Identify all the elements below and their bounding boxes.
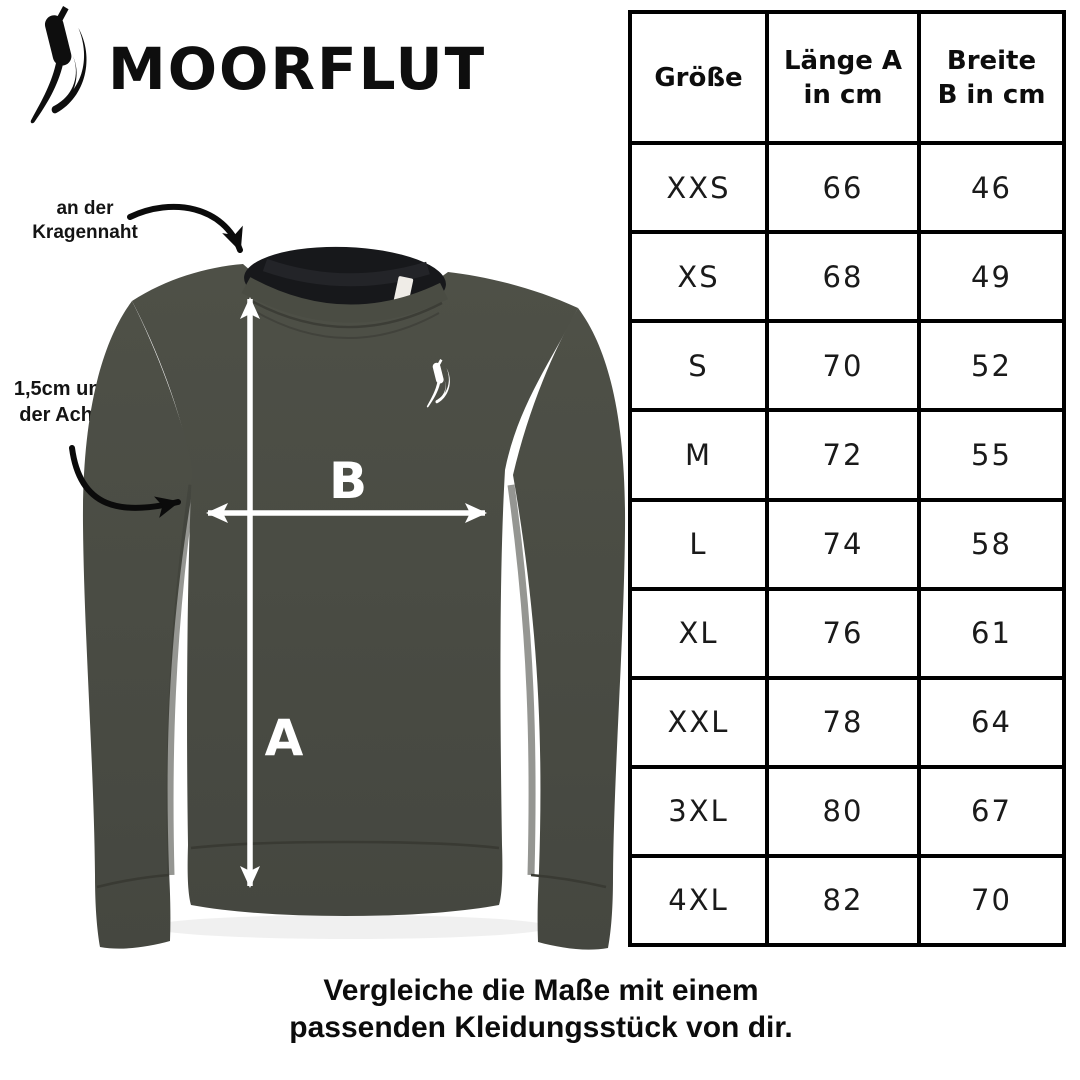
size-cell: 3XL: [628, 764, 769, 858]
length-cell: 80: [765, 764, 921, 858]
header-line: Länge A: [783, 45, 903, 76]
annotation-line: Kragennaht: [32, 222, 138, 244]
column-header-size: Größe: [628, 9, 769, 146]
chest-cattail-icon: [426, 359, 450, 408]
left-cuff-seam: [96, 873, 170, 889]
right-cuff-seam: [530, 873, 607, 889]
size-cell: L: [628, 497, 769, 591]
table-row: XXL 78 64: [628, 675, 1066, 769]
size-table: Größe Länge A in cm Breite B in cm XXS 6…: [628, 9, 1066, 948]
size-cell: XL: [628, 586, 769, 680]
length-cell: 78: [765, 675, 921, 769]
size-cell: M: [628, 408, 769, 502]
header-line: in cm: [803, 79, 883, 110]
width-cell: 52: [917, 319, 1066, 413]
table-row: L 74 58: [628, 497, 1066, 591]
length-cell: 68: [765, 230, 921, 324]
table-header-row: Größe Länge A in cm Breite B in cm: [628, 9, 1066, 146]
annotation-line: an der: [56, 198, 114, 219]
length-cell: 70: [765, 319, 921, 413]
length-cell: 66: [765, 141, 921, 235]
table-row: 3XL 80 67: [628, 764, 1066, 858]
size-cell: S: [628, 319, 769, 413]
hem-seam: [190, 840, 500, 850]
size-cell: XXL: [628, 675, 769, 769]
size-cell: XXS: [628, 141, 769, 235]
size-cell: XS: [628, 230, 769, 324]
caption-line: passenden Kleidungsstück von dir.: [289, 1011, 793, 1044]
width-cell: 55: [917, 408, 1066, 502]
collar: [241, 246, 448, 340]
length-cell: 82: [765, 853, 921, 948]
table-row: XL 76 61: [628, 586, 1066, 680]
brand-name: MOORFLUT: [108, 35, 487, 103]
column-header-length: Länge A in cm: [765, 9, 921, 146]
width-cell: 70: [917, 853, 1066, 948]
caption-line: Vergleiche die Maße mit einem: [323, 974, 759, 1007]
sweatshirt-illustration: B A: [82, 246, 626, 950]
width-cell: 49: [917, 230, 1066, 324]
torso: [132, 264, 578, 916]
width-cell: 58: [917, 497, 1066, 591]
table-row: S 70 52: [628, 319, 1066, 413]
width-cell: 67: [917, 764, 1066, 858]
width-label: B: [329, 452, 367, 510]
comparison-note: Vergleiche die Maße mit einem passenden …: [101, 972, 981, 1046]
column-header-width: Breite B in cm: [917, 9, 1066, 146]
length-cell: 72: [765, 408, 921, 502]
size-cell: 4XL: [628, 853, 769, 948]
width-cell: 46: [917, 141, 1066, 235]
length-cell: 74: [765, 497, 921, 591]
table-row: XXS 66 46: [628, 141, 1066, 235]
width-cell: 64: [917, 675, 1066, 769]
table-row: XS 68 49: [628, 230, 1066, 324]
cattail-icon: [30, 6, 87, 124]
header-line: B in cm: [937, 79, 1046, 110]
length-cell: 76: [765, 586, 921, 680]
table-row: 4XL 82 70: [628, 853, 1066, 948]
right-sleeve-shadow: [507, 484, 536, 876]
left-sleeve-shadow: [166, 484, 196, 876]
length-label: A: [265, 709, 304, 767]
annotation-collar-seam: an der Kragennaht: [14, 197, 156, 246]
header-line: Größe: [654, 62, 743, 93]
brand-logo: MOORFLUT: [22, 6, 486, 126]
width-cell: 61: [917, 586, 1066, 680]
table-row: M 72 55: [628, 408, 1066, 502]
header-line: Breite: [946, 45, 1037, 76]
right-sleeve: [513, 308, 626, 950]
ground-shadow: [150, 915, 550, 939]
